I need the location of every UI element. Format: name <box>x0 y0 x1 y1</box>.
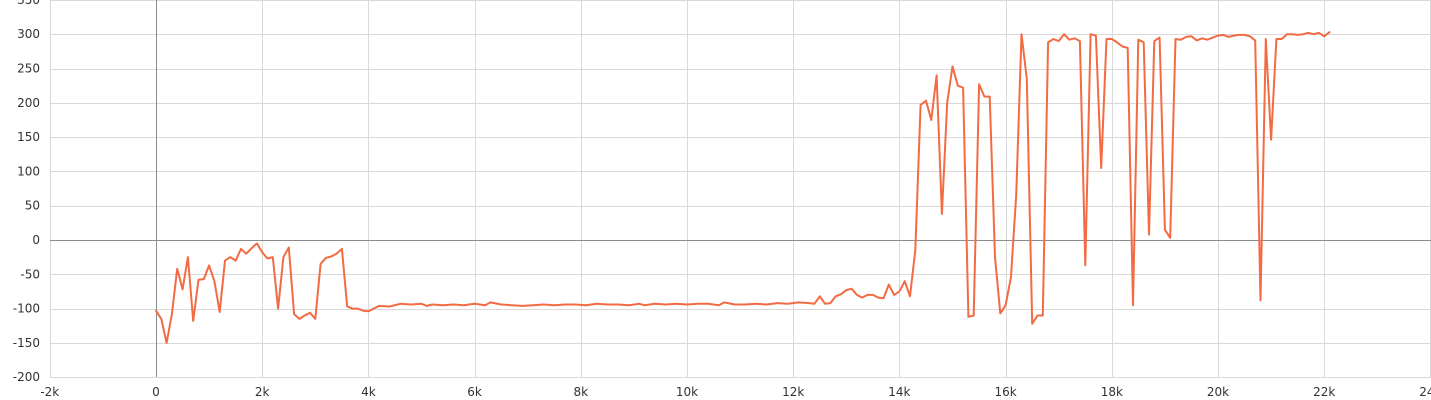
y-tick-label: 200 <box>17 96 40 110</box>
series-layer <box>155 31 1331 344</box>
y-tick-label: -50 <box>20 267 40 281</box>
x-tick-label: 16k <box>994 385 1016 399</box>
y-tick-label: 50 <box>25 199 40 213</box>
x-tick-label: 22k <box>1313 385 1335 399</box>
x-tick-label: 10k <box>676 385 698 399</box>
x-tick-label: -2k <box>40 385 59 399</box>
x-tick-label: 0 <box>152 385 160 399</box>
y-tick-label: -100 <box>13 302 40 316</box>
y-tick-label: 150 <box>17 130 40 144</box>
y-tick-label: 250 <box>17 62 40 76</box>
y-tick-label: 0 <box>32 233 40 247</box>
x-tick-label: 14k <box>888 385 910 399</box>
x-tick-label: 8k <box>574 385 589 399</box>
y-tick-label: -150 <box>13 336 40 350</box>
grid-lines <box>50 0 1431 378</box>
x-tick-label: 6k <box>467 385 482 399</box>
x-tick-label: 12k <box>782 385 804 399</box>
x-tick-label: 2k <box>255 385 270 399</box>
y-tick-label: 300 <box>17 27 40 41</box>
tick-labels: -200 -150 -100 -50 0 50 100 150 200 250 300 350 -2k 0… <box>13 0 1431 399</box>
y-tick-label: -200 <box>13 370 40 384</box>
y-tick-label: 100 <box>17 164 40 178</box>
x-tick-label: 20k <box>1207 385 1229 399</box>
x-tick-label: 4k <box>361 385 376 399</box>
y-tick-label: 350 <box>17 0 40 7</box>
zero-axes <box>50 0 1431 377</box>
series-line-0 <box>155 31 1331 344</box>
x-tick-label: 18k <box>1101 385 1123 399</box>
x-tick-label: 24k <box>1419 385 1431 399</box>
